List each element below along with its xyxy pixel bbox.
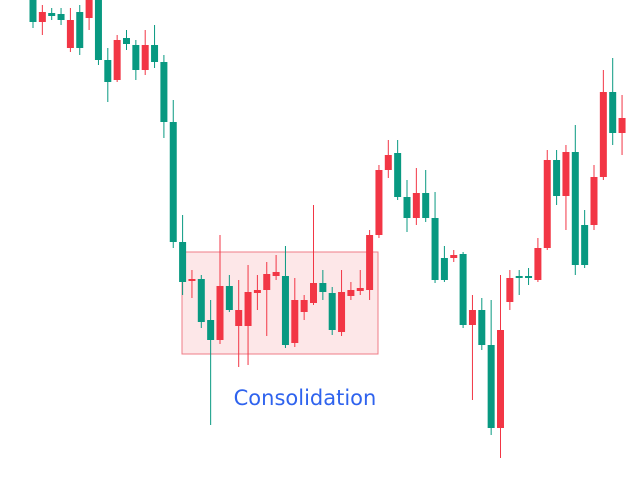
candle-body [207, 320, 215, 340]
candle-body [506, 278, 514, 302]
candle-body [618, 118, 626, 133]
candle-body [515, 276, 523, 278]
candle-body [412, 193, 420, 218]
candle-body [403, 197, 411, 218]
candle-body [553, 160, 561, 196]
candle-body [291, 300, 299, 343]
candle-body [609, 92, 617, 133]
candle-body [384, 155, 392, 170]
candle-body [123, 38, 130, 44]
candle-body [235, 310, 243, 326]
candle-body [38, 12, 46, 22]
candle-body [328, 293, 336, 330]
candle-body [244, 292, 252, 326]
candle-body [179, 242, 187, 282]
candle-body [216, 286, 224, 340]
candle-body [590, 177, 598, 225]
candle-body [534, 248, 542, 280]
candle-body [169, 122, 177, 242]
candle-body [48, 13, 56, 16]
candle-body [459, 254, 467, 325]
candle-body [66, 20, 74, 48]
candle-body [253, 290, 261, 293]
candle-body [450, 255, 458, 258]
candle-body [188, 279, 196, 281]
annotation: Consolidation [234, 386, 377, 410]
candle-body [281, 276, 289, 345]
candle-body [599, 92, 607, 177]
candle-body [338, 292, 346, 332]
candle-body [571, 152, 579, 265]
candle-body [141, 45, 149, 70]
candle-body [525, 276, 533, 278]
candle-body [310, 283, 317, 303]
candle-body [113, 40, 121, 80]
candle-body [272, 272, 280, 276]
candle-body [543, 160, 551, 248]
candle-body [300, 300, 308, 312]
candle-body [94, 0, 102, 60]
candle-body [562, 152, 570, 196]
candle-body [85, 0, 93, 18]
candle-body [356, 288, 364, 291]
candle-body [263, 274, 271, 290]
candle-body [487, 345, 495, 428]
candle-body [440, 258, 448, 280]
candle-body [581, 225, 589, 265]
candle-body [319, 283, 327, 292]
candle-body [375, 170, 383, 235]
candle-body [197, 279, 205, 322]
candle-body [132, 45, 140, 70]
candle-body [478, 310, 486, 345]
candle-body [394, 153, 402, 197]
candle-body [347, 290, 355, 296]
candle-body [468, 310, 476, 325]
candle-body [76, 12, 84, 48]
consolidation-box [181, 251, 379, 355]
candle-body [366, 235, 374, 290]
candle-body [431, 218, 439, 280]
candle-body [225, 286, 233, 310]
candle-body [57, 14, 65, 20]
candle-body [422, 193, 430, 218]
candle-body [104, 60, 112, 82]
candle-body [151, 45, 159, 62]
candle-body [160, 62, 168, 122]
candle-body [29, 0, 37, 22]
candle-body [497, 330, 504, 428]
